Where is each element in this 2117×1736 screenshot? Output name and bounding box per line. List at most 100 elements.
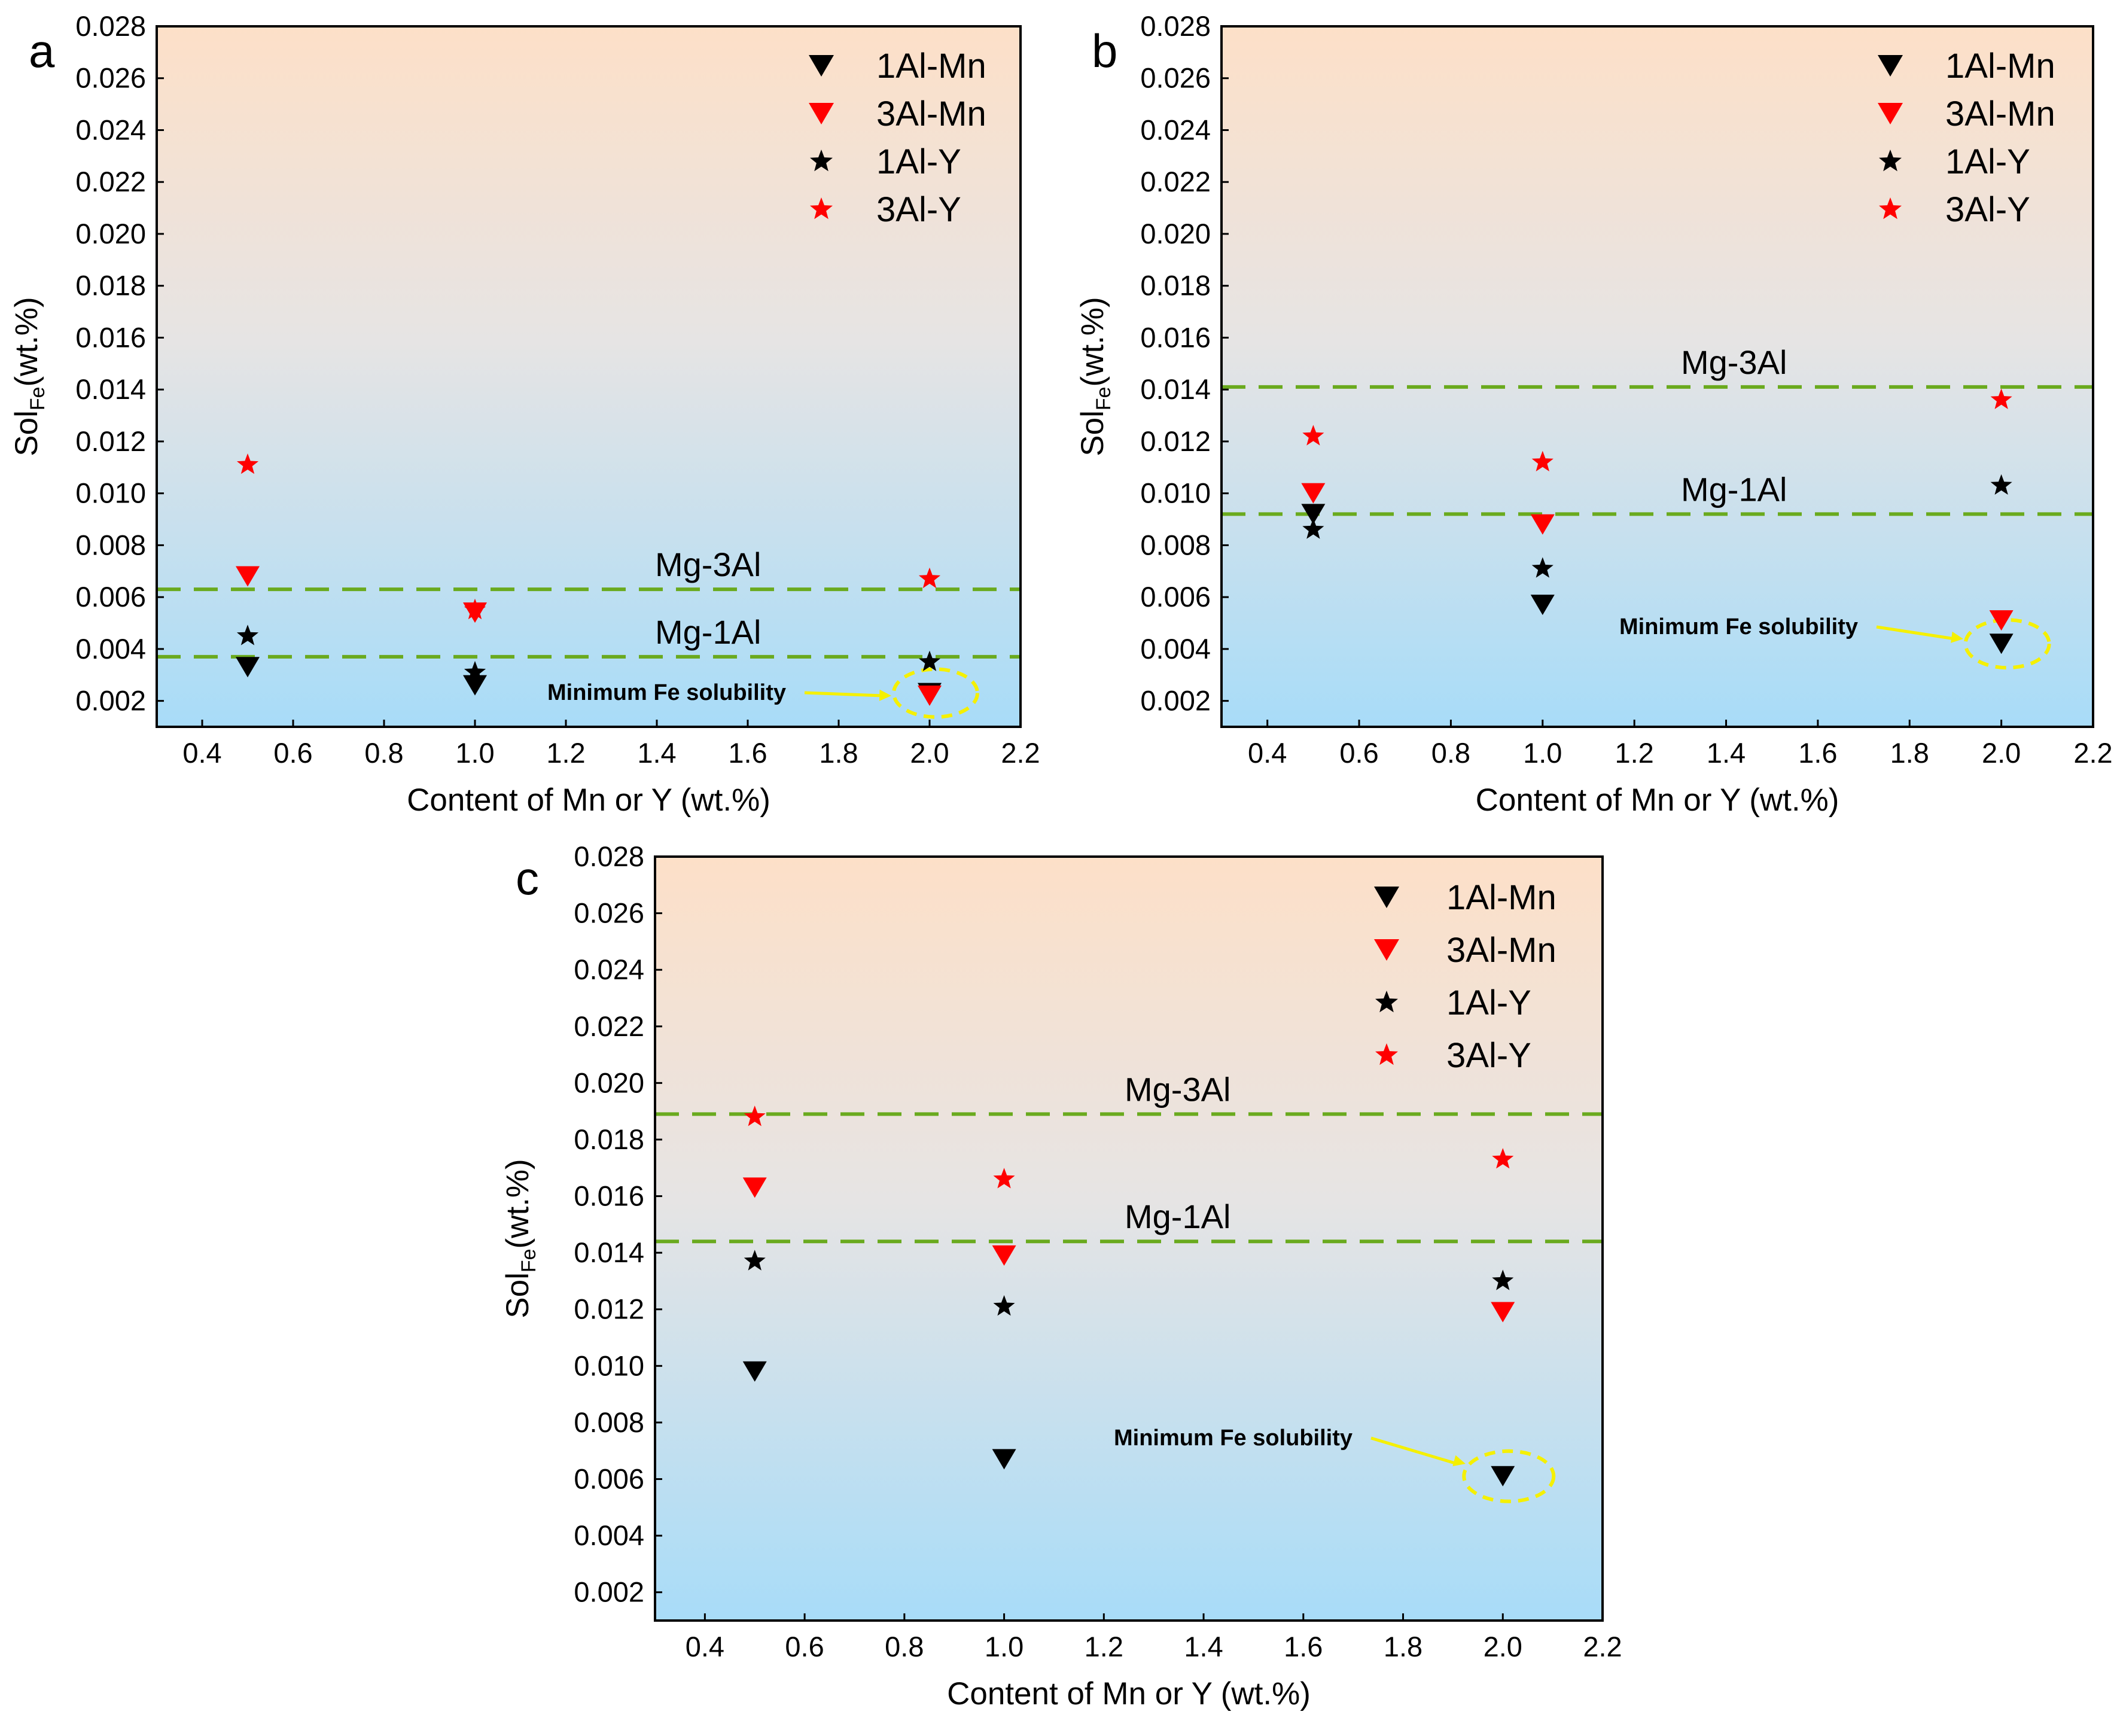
point-3al-mn (1530, 514, 1555, 535)
point-3al-y (1302, 425, 1324, 446)
y-tick-label: 0.022 (1140, 166, 1211, 197)
point-1al-mn (992, 1449, 1016, 1470)
legend-marker-3al-mn (1374, 939, 1399, 961)
point-1al-mn (1989, 634, 2014, 654)
x-tick-label: 1.4 (1184, 1631, 1223, 1662)
legend-label: 3Al-Mn (1446, 931, 1556, 970)
x-axis-title: Content of Mn or Y (wt.%) (1476, 782, 1839, 818)
point-1al-y (1531, 557, 1554, 578)
y-tick-label: 0.004 (1140, 633, 1211, 665)
point-3al-mn (918, 685, 942, 706)
annotation-arrow (804, 691, 884, 698)
legend-label: 1Al-Mn (1945, 47, 2055, 86)
legend-label: 1Al-Y (876, 142, 961, 181)
y-tick-label: 0.010 (574, 1350, 644, 1381)
reference-label: Mg-3Al (655, 546, 761, 583)
point-1al-y (1990, 474, 2012, 495)
y-tick-label: 0.014 (75, 373, 146, 405)
legend: 1Al-Mn 3Al-Mn 1Al-Y 3Al-Y (809, 47, 986, 229)
point-3al-mn (742, 1177, 767, 1198)
legend-marker-3al-mn (1878, 103, 1903, 124)
y-tick-label: 0.020 (75, 218, 146, 249)
y-tick-label: 0.016 (75, 321, 146, 353)
point-3al-mn (992, 1245, 1016, 1266)
point-3al-y (236, 453, 259, 474)
point-3al-y (918, 567, 941, 589)
y-axis-title: SolFe(wt.%) (1075, 297, 1115, 456)
panel-letter: a (29, 25, 55, 77)
x-tick-label: 2.0 (1484, 1631, 1522, 1662)
panel-a: Mg-3Al Mg-1Al Minimum Fe solubility 0.4 0.6 0… (9, 10, 1040, 818)
reference-label: Mg-3Al (1125, 1070, 1230, 1108)
y-tick-label: 0.004 (574, 1519, 644, 1551)
x-tick-label: 0.8 (364, 737, 403, 769)
y-axis-title: SolFe(wt.%) (9, 297, 49, 456)
y-axis-title-main: Sol (9, 410, 44, 456)
y-tick-label: 0.024 (1140, 114, 1211, 145)
x-tick-label: 1.6 (728, 737, 767, 769)
point-1al-mn (742, 1361, 767, 1382)
y-tick-label: 0.018 (75, 270, 146, 301)
y-tick-label: 0.018 (574, 1123, 644, 1155)
x-tick-label: 1.0 (1523, 737, 1562, 769)
reference-label: Mg-1Al (1125, 1198, 1230, 1235)
x-tick-label: 1.8 (819, 737, 858, 769)
point-1al-y (1492, 1269, 1514, 1290)
y-tick-label: 0.008 (75, 529, 146, 561)
axes-frame (1220, 25, 2094, 728)
y-axis-title-tail: (wt.%) (1075, 297, 1110, 386)
y-axis-title-sub: Fe (26, 386, 49, 410)
y-tick-label: 0.020 (574, 1067, 644, 1098)
legend-label: 3Al-Y (1446, 1036, 1531, 1075)
annotation-arrowhead (1951, 631, 1963, 643)
annotation-text: Minimum Fe solubility (1619, 614, 1858, 639)
y-tick-label: 0.028 (1140, 10, 1211, 42)
panel-b: Mg-3Al Mg-1Al Minimum Fe solubility 0.4 0.6 0… (1075, 10, 2113, 818)
legend-label: 1Al-Y (1446, 983, 1531, 1022)
y-axis-title-main: Sol (1075, 410, 1110, 456)
annotation-ellipse (1963, 618, 2051, 670)
y-tick-label: 0.020 (1140, 218, 1211, 249)
y-tick-label: 0.008 (1140, 529, 1211, 561)
y-axis-title: SolFe(wt.%) (500, 1159, 540, 1318)
y-axis-title-main: Sol (500, 1272, 535, 1318)
y-tick-label: 0.026 (75, 62, 146, 94)
point-1al-y (1302, 518, 1324, 539)
x-tick-label: 0.4 (686, 1631, 724, 1662)
y-tick-label: 0.022 (75, 166, 146, 197)
y-tick-label: 0.016 (574, 1180, 644, 1212)
reference-label: Mg-3Al (1681, 343, 1787, 381)
plot-background (1222, 26, 2093, 727)
y-tick-label: 0.002 (574, 1576, 644, 1608)
x-tick-label: 1.8 (1890, 737, 1929, 769)
annotation-arrowhead (1452, 1455, 1466, 1467)
y-tick-label: 0.018 (1140, 270, 1211, 301)
point-3al-y (464, 598, 486, 620)
panel-c: Mg-3Al Mg-1Al Minimum Fe solubility 0.4 0.6 0… (500, 840, 1622, 1711)
point-3al-y (744, 1105, 766, 1126)
annotation-text: Minimum Fe solubility (547, 680, 786, 705)
x-tick-label: 0.6 (785, 1631, 824, 1662)
x-tick-label: 0.8 (1431, 737, 1470, 769)
y-tick-label: 0.006 (75, 581, 146, 613)
y-tick-label: 0.024 (75, 114, 146, 145)
y-tick-label: 0.008 (574, 1406, 644, 1438)
y-tick-label: 0.006 (574, 1463, 644, 1495)
y-tick-label: 0.006 (1140, 581, 1211, 613)
x-tick-label: 1.2 (1615, 737, 1653, 769)
legend: 1Al-Mn 3Al-Mn 1Al-Y 3Al-Y (1878, 47, 2055, 229)
y-tick-label: 0.012 (574, 1293, 644, 1325)
point-1al-y (236, 625, 259, 645)
legend-marker-3al-mn (809, 103, 834, 124)
point-3al-y (993, 1168, 1015, 1189)
annotation-ellipse (892, 667, 979, 719)
legend-label: 3Al-Y (876, 190, 961, 229)
y-axis-title-sub: Fe (517, 1248, 540, 1272)
x-tick-label: 2.0 (910, 737, 949, 769)
x-axis-title: Content of Mn or Y (wt.%) (947, 1676, 1311, 1711)
point-3al-y (1531, 450, 1554, 471)
annotation-text: Minimum Fe solubility (1114, 1426, 1353, 1451)
y-axis-title-sub: Fe (1092, 386, 1115, 410)
reference-label: Mg-1Al (1681, 470, 1787, 508)
y-tick-label: 0.010 (1140, 477, 1211, 509)
